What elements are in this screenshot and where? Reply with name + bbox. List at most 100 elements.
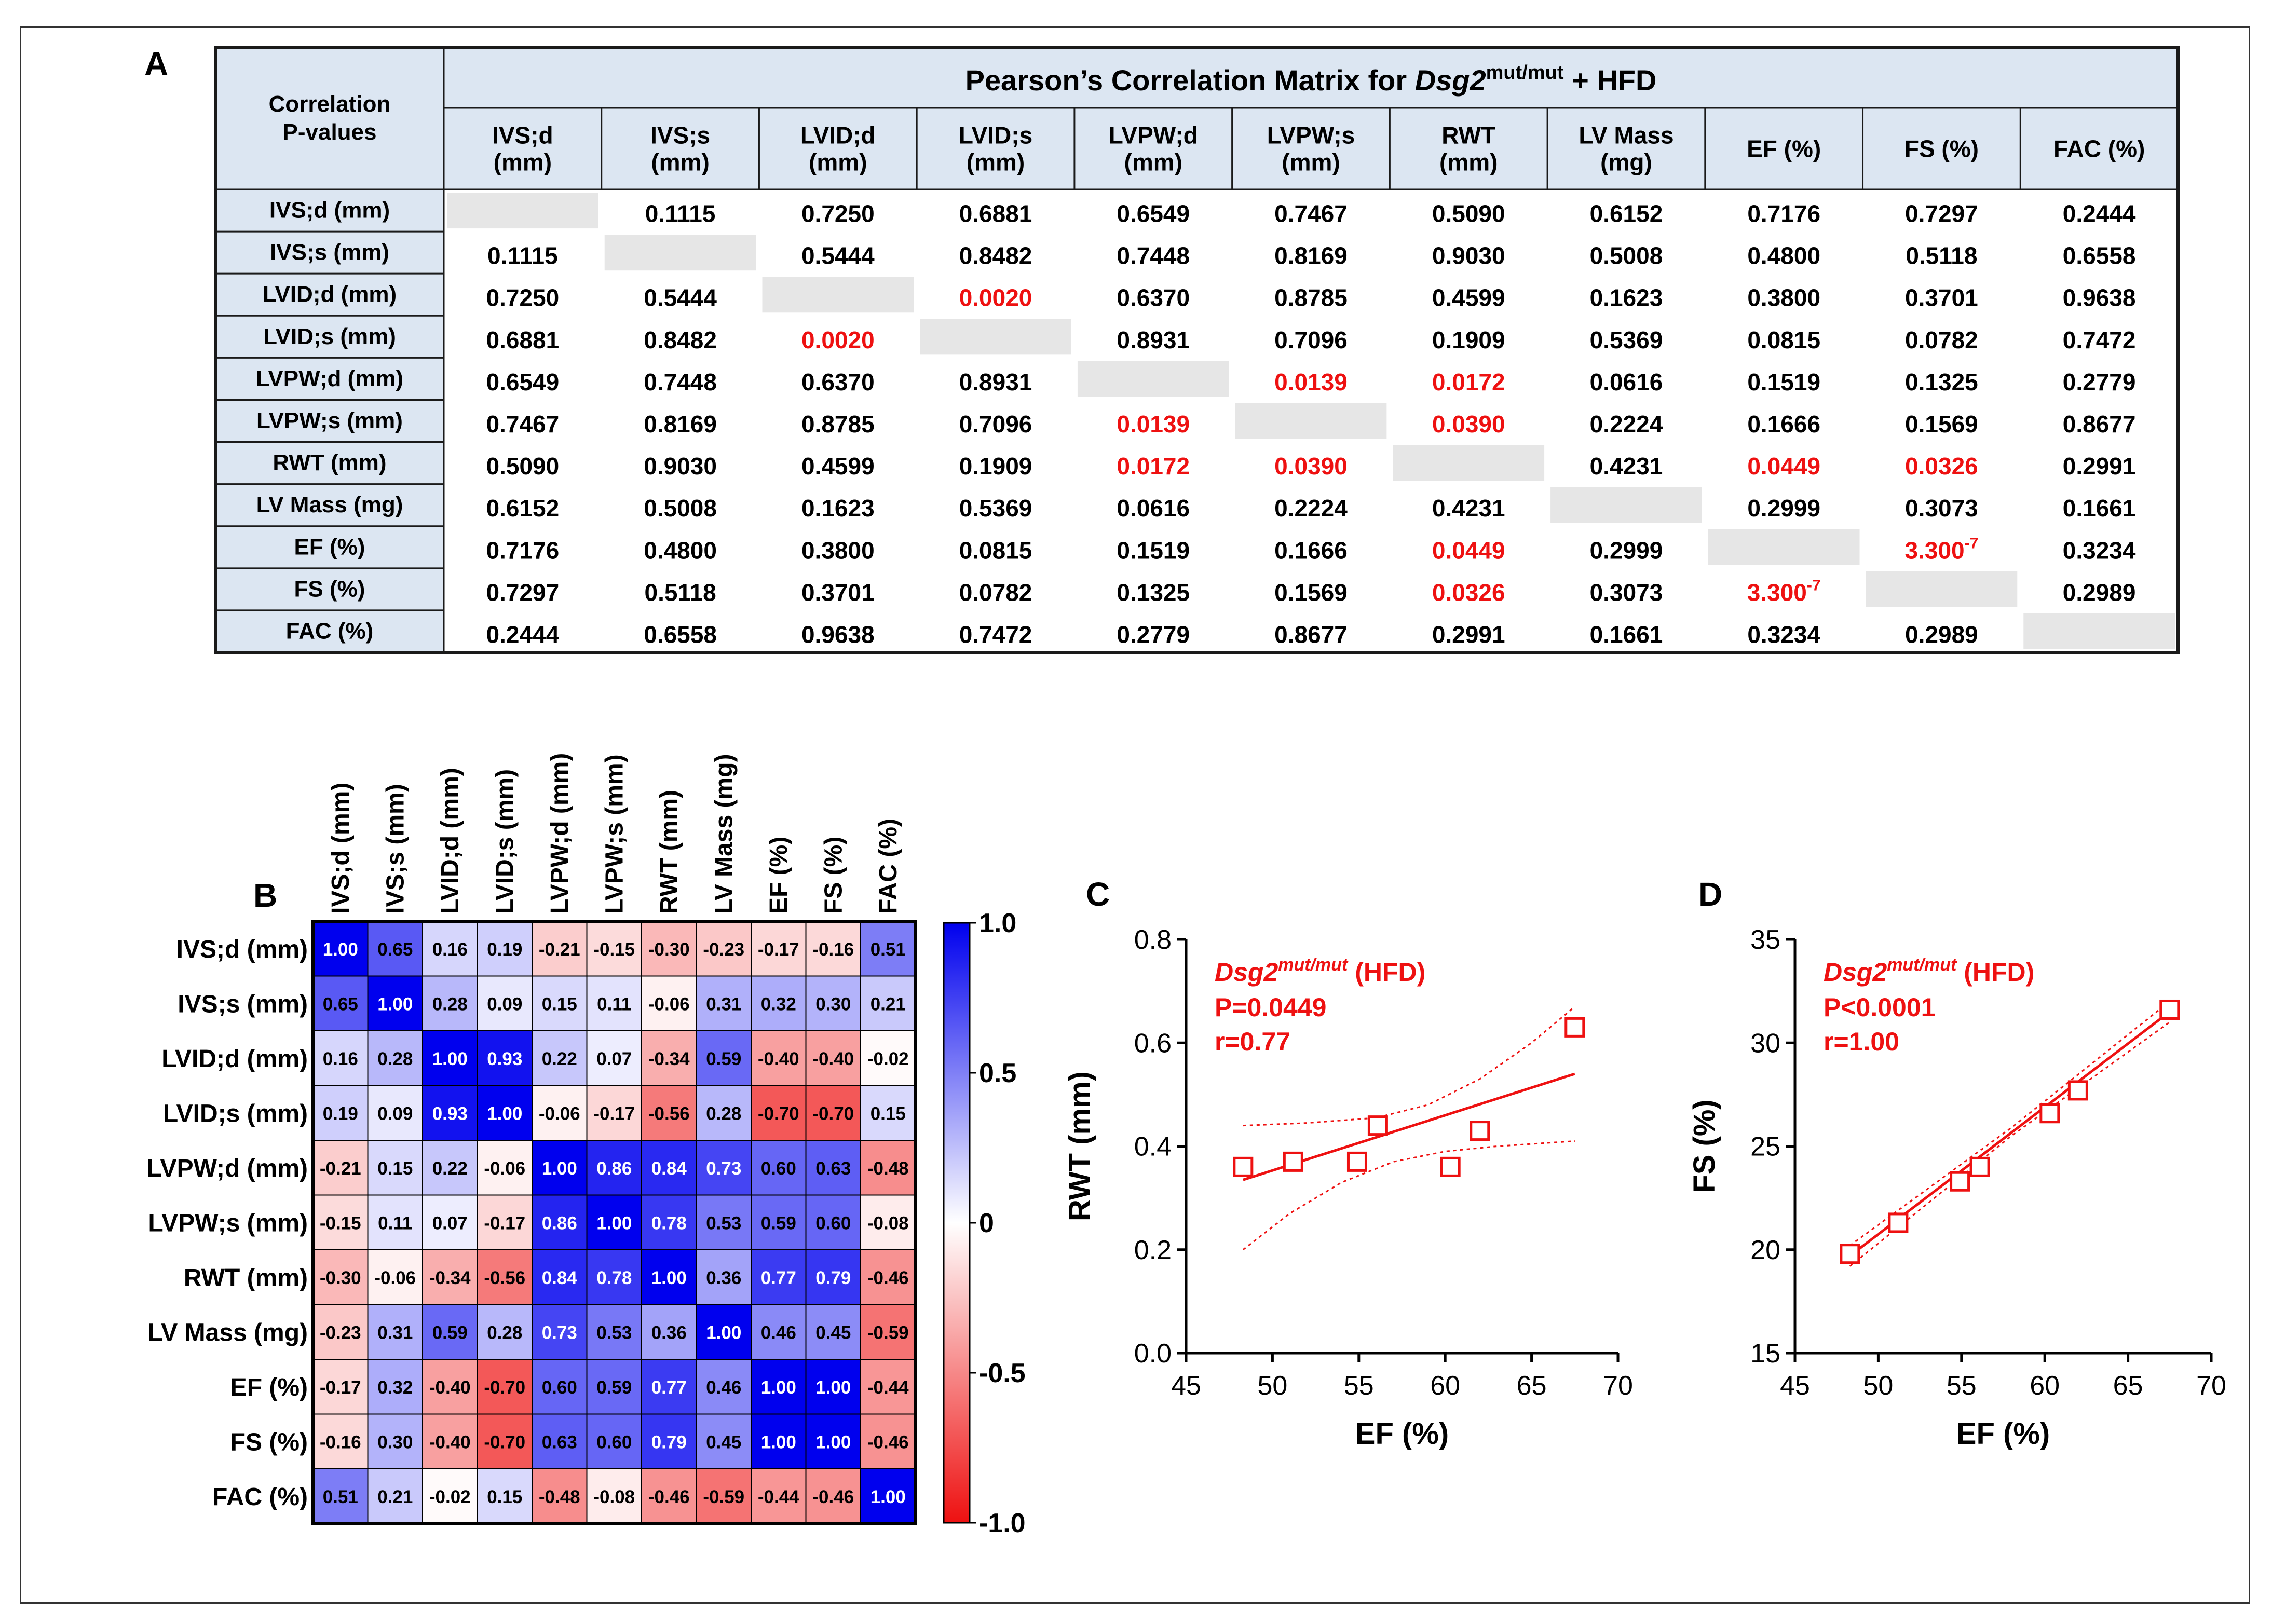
table-row-header: LVPW;d (mm) (256, 366, 403, 391)
scatter-fs-vs-ef: 45 50 55 60 65 70 15 20 25 30 35 EF (%) FS (%) Dsg2mu… (1688, 925, 2226, 1451)
heatmap-cell (641, 1468, 697, 1524)
heatmap-cell (586, 921, 642, 977)
heatmap-cell (312, 1359, 369, 1415)
table-cell-value: 0.6152 (1590, 200, 1663, 227)
table-cell-value: 0.5090 (1432, 200, 1505, 227)
heatmap-cell-label: -0.08 (867, 1213, 909, 1233)
heatmap-cell-label: 0.73 (542, 1322, 577, 1343)
table-cell-value: 0.1666 (1747, 411, 1820, 438)
data-point (1969, 1156, 1990, 1177)
heatmap-cell-label: -0.17 (593, 1103, 635, 1124)
heatmap-cell (422, 1030, 478, 1086)
table-diagonal-cell (920, 319, 1071, 355)
table-cell-value: 0.2779 (1117, 621, 1190, 648)
data-point (1440, 1156, 1461, 1177)
heatmap-cell (312, 1249, 369, 1305)
heatmap-cell-label: -0.40 (429, 1377, 471, 1398)
table-cell-value: 0.5369 (959, 495, 1032, 522)
heatmap-cell (805, 1030, 861, 1086)
heatmap-cell (477, 1249, 533, 1305)
table-diagonal-cell (604, 235, 756, 271)
heatmap-cell (805, 1359, 861, 1415)
heatmap-cell-label: 0.32 (761, 994, 796, 1014)
heatmap-cell (751, 1304, 807, 1360)
heatmap-cell-label: -0.21 (539, 939, 580, 960)
heatmap-outline (311, 920, 917, 1525)
heatmap-cell-label: 0.59 (761, 1213, 796, 1233)
heatmap-col-label: LV Mass (mg) (710, 754, 738, 914)
heatmap-cell-label: 0.59 (432, 1322, 468, 1343)
colorbar-tick-label: 1.0 (979, 908, 1016, 938)
heatmap-cell-label: -0.02 (867, 1049, 909, 1069)
heatmap-cell-label: 1.00 (377, 994, 413, 1014)
heatmap-cell-label: 1.00 (815, 1377, 851, 1398)
table-corner-label: Correlation (269, 91, 391, 117)
heatmap-cell-label: 0.45 (815, 1322, 851, 1343)
table-cell-value: 0.3701 (1905, 284, 1978, 311)
table-cell-value: 0.1909 (1432, 326, 1505, 353)
heatmap-col-label: RWT (mm) (656, 790, 683, 914)
heatmap-cell-label: 1.00 (706, 1322, 741, 1343)
table-col-header: LVPW;d (1109, 122, 1198, 149)
heatmap-cell (422, 1413, 478, 1469)
table-cell-value: 0.1115 (645, 200, 716, 227)
heatmap-cell (532, 1413, 588, 1469)
y-tick-label: 30 (1750, 1028, 1780, 1058)
table-row-header: FS (%) (294, 576, 365, 602)
heatmap-cell-label: 0.53 (706, 1213, 741, 1233)
table-cell-value: 0.7472 (959, 621, 1032, 648)
heatmap-cell-label: 0.21 (377, 1487, 413, 1507)
x-tick-label: 70 (1603, 1371, 1633, 1401)
table-row-header: LVPW;s (mm) (256, 408, 403, 433)
heatmap-cell-label: 1.00 (651, 1268, 687, 1288)
heatmap-cell-label: 0.78 (596, 1268, 632, 1288)
table-cell-value: 0.5008 (644, 495, 717, 522)
heatmap-cell-label: -0.34 (648, 1049, 690, 1069)
heatmap-cell-label: 0.09 (377, 1103, 413, 1124)
table-cell-value: 0.0326 (1905, 453, 1978, 480)
panel-letter-b: B (253, 877, 278, 914)
heatmap-cell-label: 1.00 (487, 1103, 522, 1124)
annotation-r-value: r=1.00 (1824, 1027, 1899, 1056)
heatmap-cell-label: -0.23 (703, 939, 744, 960)
table-cell-value: 0.6549 (1117, 200, 1190, 227)
heatmap-cell (860, 1359, 916, 1415)
heatmap-row-label: LVID;d (mm) (161, 1045, 308, 1073)
heatmap-cell (477, 975, 533, 1031)
y-axis-title: FS (%) (1688, 1099, 1721, 1193)
data-point (1283, 1151, 1303, 1172)
table-cell-value: 0.3234 (1747, 621, 1820, 648)
heatmap-cell-label: -0.17 (320, 1377, 361, 1398)
heatmap-cell-label: -0.46 (648, 1487, 690, 1507)
table-cell-value: 0.7250 (801, 200, 875, 227)
x-tick-label: 65 (2113, 1371, 2143, 1401)
heatmap-cell-label: 0.84 (542, 1268, 578, 1288)
heatmap-cell-label: 0.15 (377, 1158, 413, 1179)
heatmap-cell (477, 1140, 533, 1196)
table-cell-value: 0.2991 (1432, 621, 1505, 648)
panel-letter-c: C (1086, 876, 1110, 913)
heatmap-cell (696, 1085, 752, 1141)
heatmap-cell (696, 1140, 752, 1196)
heatmap-cell-label: 0.78 (651, 1213, 687, 1233)
heatmap-cell-label: 0.73 (706, 1158, 741, 1179)
table-cell-value: 0.5444 (801, 242, 875, 269)
table-row-header: IVS;d (mm) (269, 198, 390, 223)
table-diagonal-cell (1550, 487, 1702, 523)
heatmap-cell-label: -0.46 (812, 1487, 854, 1507)
heatmap-cell (312, 1413, 369, 1469)
table-cell-value: 0.2999 (1747, 495, 1820, 522)
table-cell-value: 0.5444 (644, 284, 717, 311)
heatmap-cell-label: -0.06 (648, 994, 690, 1014)
heatmap-cell-label: 0.36 (651, 1322, 687, 1343)
correlation-heatmap: 1.00 0.65 0.16 0.19 -0.21 -0.15 -0.30 -0.23 -0.1… (147, 753, 1026, 1538)
table-corner-label: P-values (283, 119, 377, 145)
table-col-header: (mm) (967, 149, 1025, 176)
heatmap-cell-label: -0.17 (484, 1213, 525, 1233)
heatmap-cell-label: -0.02 (429, 1487, 471, 1507)
table-row-header: FAC (%) (286, 618, 374, 644)
heatmap-cell-label: -0.21 (320, 1158, 361, 1179)
heatmap-cell-label: -0.16 (320, 1432, 361, 1452)
table-cell-value: 0.0390 (1274, 453, 1348, 480)
